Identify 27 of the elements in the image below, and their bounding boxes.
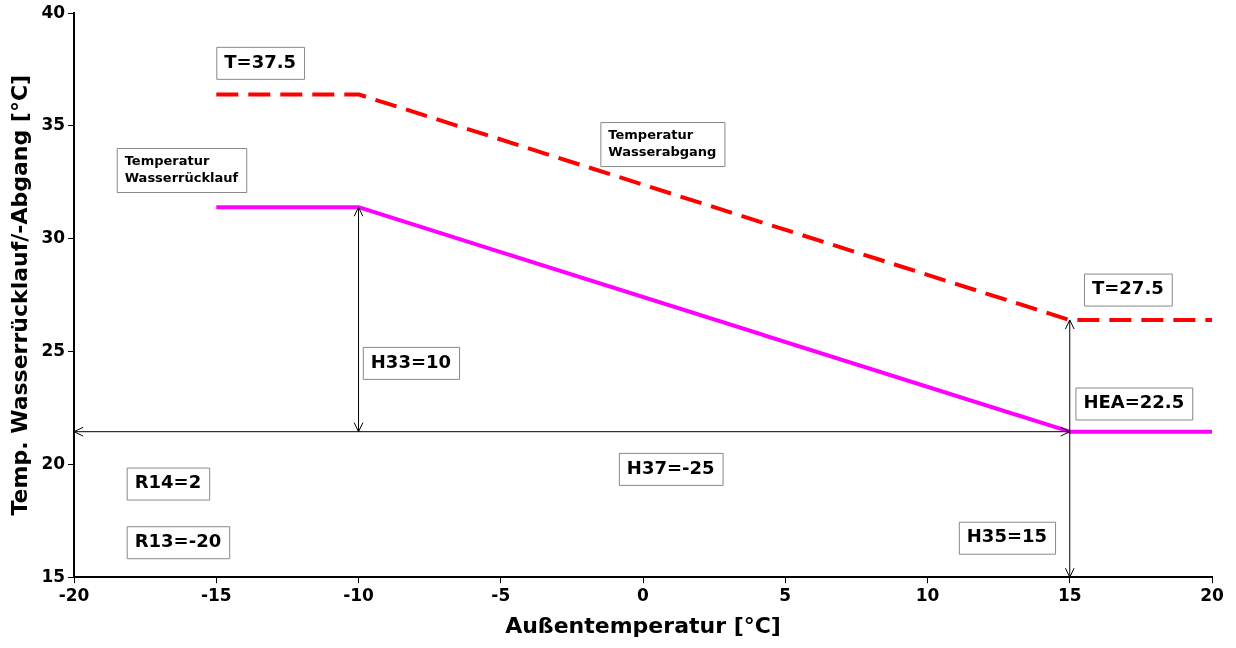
y-tick-label: 30: [41, 227, 66, 248]
annotation: H35=15: [966, 525, 1048, 547]
y-tick-label: 15: [41, 565, 66, 586]
annotation: T=27.5: [1091, 277, 1164, 299]
x-tick-label: 10: [915, 584, 940, 605]
annotation: R14=2: [134, 471, 202, 493]
x-tick-label: 0: [637, 584, 650, 605]
annotation: H37=-25: [626, 456, 715, 478]
annotation: T=37.5: [224, 50, 297, 72]
annotation: Temperatur Wasserrücklauf: [124, 152, 239, 185]
y-tick-label: 20: [41, 452, 66, 473]
y-axis-title: Temp. Wasserrücklauf/-Abgang [°C]: [6, 74, 32, 516]
annotation: H33=10: [370, 350, 452, 372]
annotation: HEA=22.5: [1083, 391, 1185, 413]
x-tick-label: -15: [200, 584, 232, 605]
annotation: Temperatur Wasserabgang: [608, 126, 717, 159]
x-tick-label: -5: [491, 584, 511, 605]
x-tick-label: 20: [1200, 584, 1224, 605]
x-axis-title: Außentemperatur [°C]: [505, 612, 781, 638]
x-tick-label: 5: [779, 584, 792, 605]
y-tick-label: 25: [41, 340, 66, 361]
annotation: R13=-20: [134, 529, 222, 551]
x-tick-label: -20: [58, 584, 90, 605]
x-tick-label: 15: [1057, 584, 1082, 605]
x-tick-label: -10: [343, 584, 375, 605]
y-tick-label: 35: [41, 114, 66, 135]
y-tick-label: 40: [41, 1, 66, 22]
